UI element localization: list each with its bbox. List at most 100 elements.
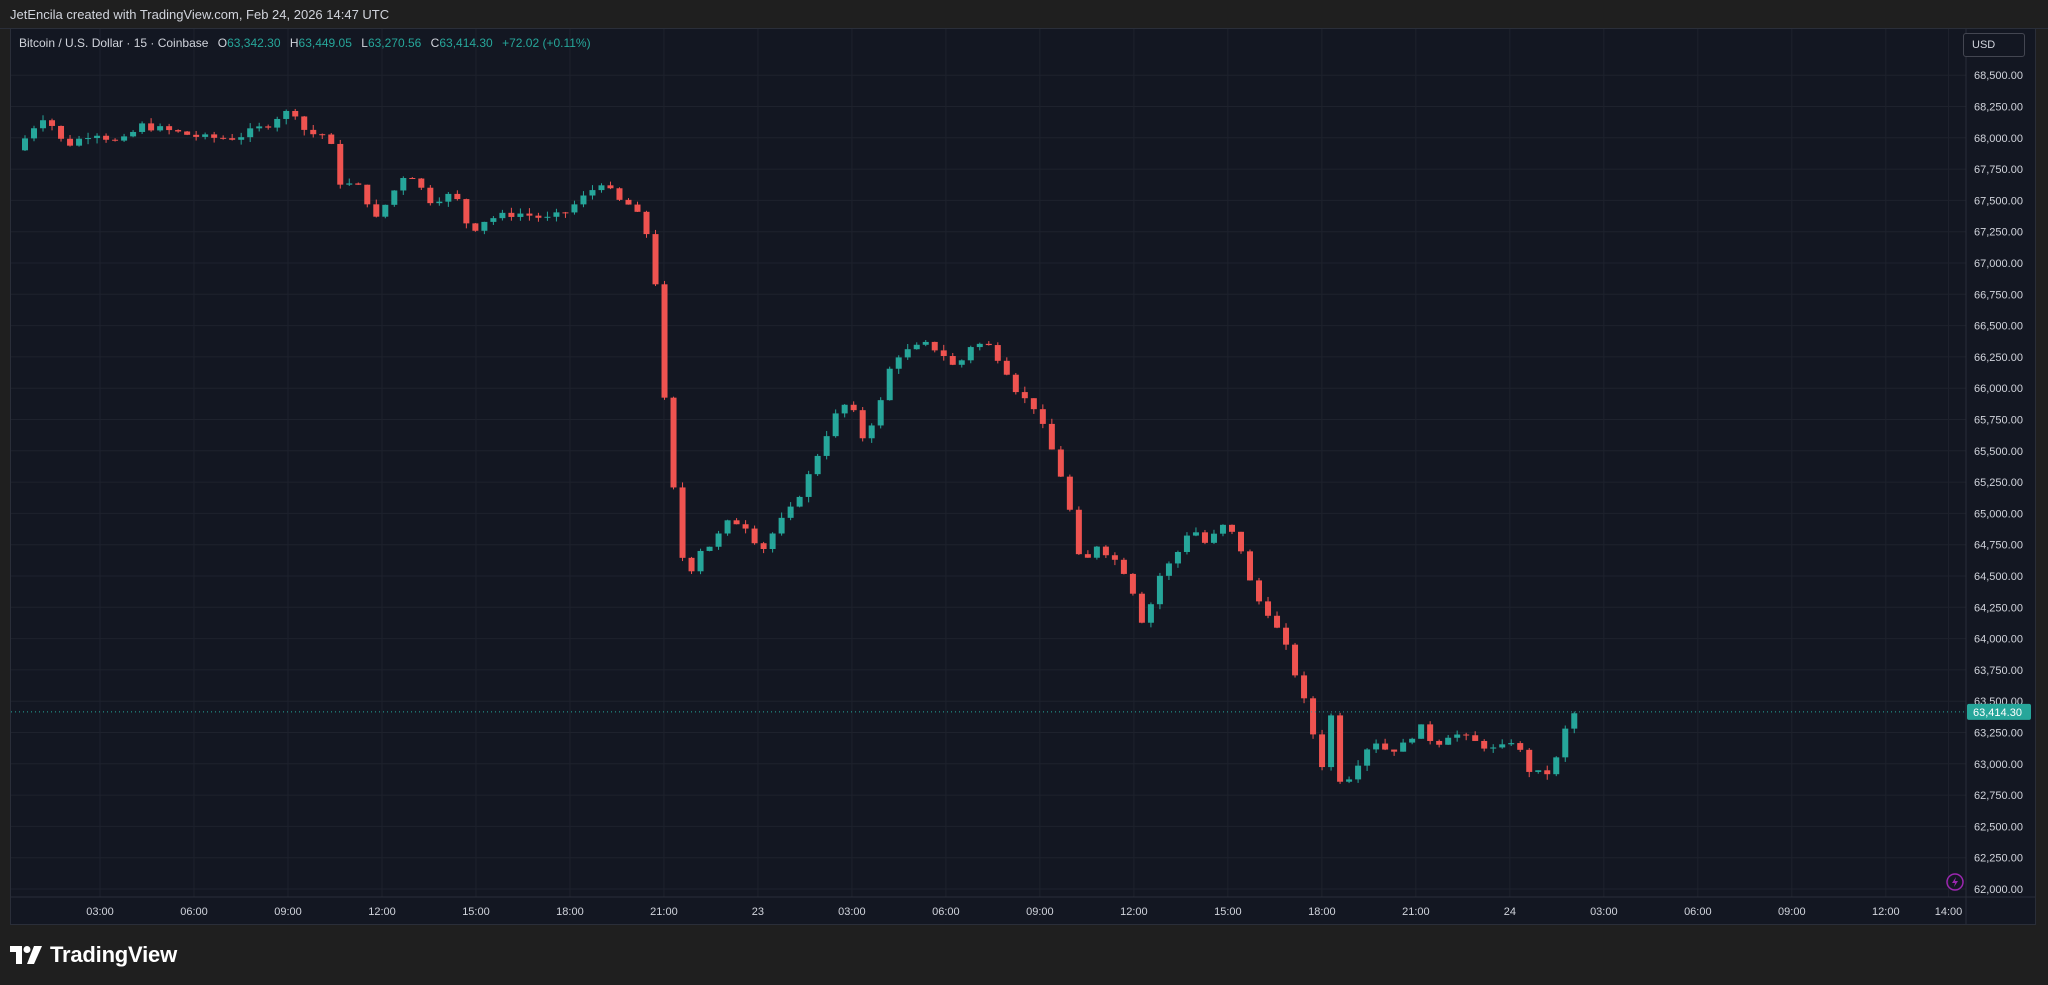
candle-body bbox=[922, 341, 929, 345]
candle-body bbox=[1174, 552, 1181, 564]
candle-body bbox=[481, 221, 488, 231]
candle-body bbox=[94, 135, 101, 139]
candle-body bbox=[949, 356, 956, 365]
candle-body bbox=[1571, 713, 1578, 729]
tradingview-brand[interactable]: TradingView bbox=[10, 942, 177, 968]
candle-body bbox=[238, 137, 245, 140]
top-bar: JetEncila created with TradingView.com, … bbox=[0, 0, 2048, 29]
candle-body bbox=[985, 343, 992, 346]
time-tick-label: 09:00 bbox=[274, 906, 302, 918]
candle-body bbox=[202, 134, 209, 137]
candle-body bbox=[1400, 742, 1407, 752]
candle-body bbox=[1247, 551, 1254, 581]
price-tick-label: 66,500.00 bbox=[1974, 321, 2023, 333]
candle-body bbox=[346, 183, 353, 185]
candle-body bbox=[1256, 580, 1263, 602]
price-tick-label: 63,000.00 bbox=[1974, 759, 2023, 771]
candle-body bbox=[1562, 728, 1569, 758]
candle-body bbox=[697, 550, 704, 572]
candle-body bbox=[877, 400, 884, 426]
candle-body bbox=[1364, 749, 1371, 766]
tradingview-logo-icon bbox=[10, 946, 42, 964]
candle-body bbox=[715, 533, 722, 547]
candle-body bbox=[103, 135, 110, 140]
price-tick-label: 68,500.00 bbox=[1974, 70, 2023, 82]
price-tick-label: 64,250.00 bbox=[1974, 602, 2023, 614]
last-price-label: 63,414.30 bbox=[1973, 707, 2022, 719]
time-tick-label: 06:00 bbox=[1684, 906, 1712, 918]
candle-body bbox=[1490, 747, 1497, 749]
price-tick-label: 62,000.00 bbox=[1974, 884, 2023, 896]
candle-body bbox=[814, 455, 821, 475]
price-tick-label: 63,250.00 bbox=[1974, 728, 2023, 740]
candle-body bbox=[796, 496, 803, 507]
price-tick-label: 67,750.00 bbox=[1974, 164, 2023, 176]
candle-body bbox=[1508, 743, 1515, 745]
lightning-icon[interactable] bbox=[1946, 873, 1964, 891]
candle-body bbox=[976, 343, 983, 348]
price-tick-label: 68,250.00 bbox=[1974, 102, 2023, 114]
candle-body bbox=[400, 178, 407, 191]
candle-body bbox=[1436, 740, 1443, 745]
candle-body bbox=[1319, 734, 1326, 768]
candle-body bbox=[1165, 563, 1172, 576]
candle-body bbox=[1084, 554, 1091, 558]
time-tick-label: 03:00 bbox=[838, 906, 866, 918]
chart-frame[interactable]: 62,000.00 62,250.00 62,500.00 62,750.00 63,0… bbox=[10, 28, 2036, 925]
candle-body bbox=[1228, 524, 1235, 532]
candle-body bbox=[1210, 533, 1217, 543]
candle-body bbox=[832, 413, 839, 437]
candle-body bbox=[1156, 575, 1163, 605]
candle-body bbox=[1237, 531, 1244, 552]
candle-body bbox=[193, 134, 200, 137]
change-value: +72.02 (+0.11%) bbox=[502, 36, 591, 50]
candle-body bbox=[1544, 770, 1551, 775]
candle-body bbox=[652, 234, 659, 285]
price-tick-label: 65,000.00 bbox=[1974, 508, 2023, 520]
candle-body bbox=[1111, 555, 1118, 560]
candle-body bbox=[616, 188, 623, 200]
currency-button[interactable]: USD bbox=[1963, 33, 2025, 57]
candle-body bbox=[724, 520, 731, 534]
candle-body bbox=[283, 110, 290, 119]
candle-body bbox=[823, 436, 830, 456]
price-tick-label: 62,750.00 bbox=[1974, 790, 2023, 802]
candle-body bbox=[184, 131, 191, 135]
candle-body bbox=[76, 138, 83, 146]
candle-body bbox=[355, 183, 362, 185]
candle-body bbox=[1409, 738, 1416, 743]
candle-body bbox=[967, 347, 974, 361]
candle-body bbox=[760, 543, 767, 549]
candle-body bbox=[373, 204, 380, 217]
candle-body bbox=[1138, 593, 1145, 623]
candle-body bbox=[1472, 735, 1479, 741]
time-tick-label: 18:00 bbox=[1308, 906, 1336, 918]
price-tick-label: 67,500.00 bbox=[1974, 195, 2023, 207]
price-tick-label: 65,250.00 bbox=[1974, 477, 2023, 489]
candle-body bbox=[589, 190, 596, 196]
close-label: C bbox=[430, 36, 440, 50]
price-tick-label: 66,000.00 bbox=[1974, 383, 2023, 395]
chart-credit: JetEncila created with TradingView.com, … bbox=[10, 7, 390, 22]
candle-body bbox=[211, 134, 218, 138]
candle-body bbox=[130, 131, 137, 137]
candle-body bbox=[391, 190, 398, 205]
candle-body bbox=[337, 143, 344, 185]
candle-body bbox=[157, 126, 164, 131]
time-tick-label: 12:00 bbox=[1872, 906, 1900, 918]
time-tick-label: 03:00 bbox=[86, 906, 114, 918]
candle-body bbox=[247, 128, 254, 138]
candle-body bbox=[1526, 749, 1533, 772]
candle-body bbox=[166, 126, 173, 131]
candle-body bbox=[787, 506, 794, 518]
candle-body bbox=[643, 211, 650, 235]
candle-body bbox=[1120, 559, 1127, 574]
candle-body bbox=[1048, 423, 1055, 450]
candle-body bbox=[1553, 757, 1560, 775]
candle-body bbox=[607, 185, 614, 189]
price-tick-label: 64,000.00 bbox=[1974, 634, 2023, 646]
candlestick-chart[interactable]: 62,000.00 62,250.00 62,500.00 62,750.00 63,0… bbox=[11, 29, 2035, 924]
time-tick-label: 12:00 bbox=[1120, 906, 1148, 918]
candle-body bbox=[1265, 601, 1272, 616]
open-label: O bbox=[217, 36, 228, 50]
